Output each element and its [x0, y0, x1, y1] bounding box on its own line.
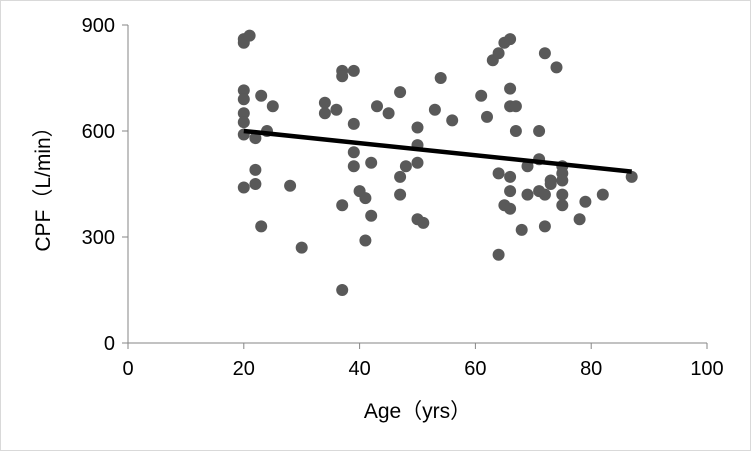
data-point — [538, 188, 551, 201]
data-point — [249, 132, 262, 145]
data-point — [399, 160, 412, 173]
data-point — [237, 93, 250, 106]
data-point — [347, 146, 360, 159]
data-point — [284, 179, 297, 192]
data-point — [237, 84, 250, 97]
trendline — [243, 128, 632, 174]
y-axis-label: CPF（L/min） — [32, 116, 55, 251]
data-point — [509, 125, 522, 137]
x-tick-label: 60 — [464, 358, 486, 380]
data-point — [249, 178, 262, 190]
data-point — [556, 188, 569, 201]
data-points — [237, 29, 638, 296]
x-ticks: 0 20 40 60 80 100 — [122, 343, 724, 380]
data-point — [417, 216, 430, 229]
data-point — [237, 116, 250, 129]
y-tick-label: 900 — [82, 15, 115, 37]
data-point — [411, 121, 424, 134]
data-point — [504, 202, 517, 215]
y-tick-label: 0 — [104, 333, 115, 355]
data-point — [318, 107, 331, 120]
data-point — [556, 199, 569, 212]
data-point — [596, 188, 609, 201]
x-tick-label: 100 — [690, 358, 723, 380]
data-point — [550, 61, 563, 74]
data-point — [336, 284, 349, 296]
data-point — [318, 96, 331, 109]
data-point — [504, 170, 517, 183]
data-point — [266, 100, 279, 113]
data-point — [336, 70, 349, 83]
data-point — [446, 114, 459, 127]
data-point — [365, 156, 378, 169]
x-tick-label: 80 — [580, 358, 602, 380]
data-point — [365, 209, 378, 222]
y-tick-label: 600 — [82, 121, 115, 143]
x-tick-label: 0 — [122, 358, 133, 380]
axes — [127, 25, 707, 344]
data-point — [371, 100, 383, 113]
data-point — [237, 107, 250, 120]
data-point — [579, 195, 592, 208]
data-point — [347, 160, 360, 173]
data-point — [394, 86, 407, 99]
data-point — [538, 220, 551, 233]
data-point — [394, 170, 407, 183]
data-point — [411, 156, 424, 169]
data-point — [521, 188, 534, 201]
data-point — [504, 33, 517, 46]
data-point — [255, 89, 268, 102]
data-point — [625, 170, 638, 183]
data-point — [243, 29, 256, 42]
data-point — [295, 241, 308, 254]
data-point — [538, 47, 551, 60]
data-point — [382, 107, 395, 120]
data-point — [475, 89, 488, 102]
data-point — [255, 220, 268, 233]
data-point — [237, 181, 250, 194]
data-point — [521, 160, 534, 173]
data-point — [359, 234, 372, 247]
data-point — [394, 188, 407, 201]
y-tick-label: 300 — [82, 227, 115, 249]
data-point — [492, 167, 505, 180]
data-point — [336, 199, 349, 212]
data-point — [428, 103, 441, 116]
data-point — [359, 192, 372, 205]
y-ticks: 0 300 600 900 — [82, 15, 128, 355]
data-point — [509, 100, 522, 113]
data-point — [347, 117, 360, 130]
data-point — [330, 103, 343, 116]
data-point — [533, 125, 546, 137]
data-point — [515, 223, 528, 236]
x-axis-label: Age（yrs） — [364, 400, 471, 423]
data-point — [434, 72, 447, 84]
data-point — [347, 64, 360, 77]
data-point — [492, 248, 505, 261]
data-point — [504, 185, 517, 198]
data-point — [249, 163, 262, 176]
data-point — [556, 174, 569, 187]
data-point — [492, 47, 505, 60]
data-point — [573, 213, 586, 226]
x-tick-label: 20 — [233, 358, 255, 380]
x-tick-label: 40 — [348, 358, 370, 380]
data-point — [481, 110, 493, 123]
data-point — [504, 82, 517, 95]
data-point — [544, 178, 557, 190]
